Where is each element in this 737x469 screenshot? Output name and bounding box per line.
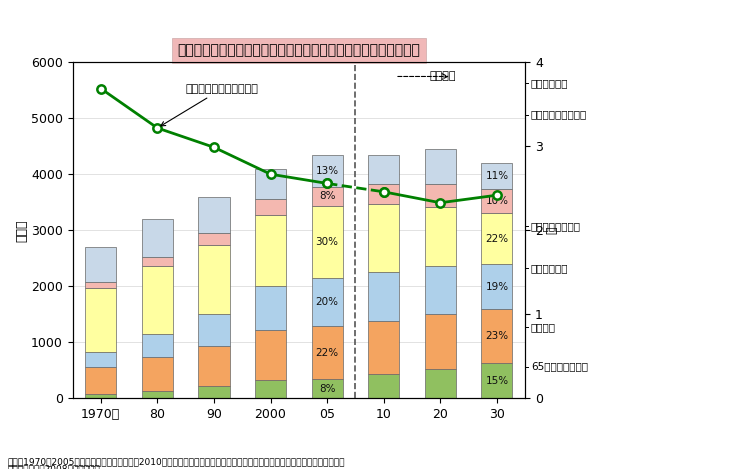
Text: 22%: 22% [486, 234, 509, 243]
Bar [312, 155, 343, 187]
Bar [312, 326, 343, 379]
Text: 平均世帯人員（右目盛）: 平均世帯人員（右目盛） [161, 84, 259, 126]
Bar [142, 391, 173, 399]
Bar [425, 266, 456, 314]
Text: 夫婦と子ども世帯: 夫婦と子ども世帯 [531, 221, 581, 231]
Bar [368, 374, 399, 399]
Bar [368, 204, 399, 272]
Text: 30%: 30% [315, 237, 338, 247]
Bar [255, 380, 286, 399]
Bar [481, 189, 512, 212]
Bar [142, 357, 173, 391]
Title: 図２－６　家族類型別一般世帯数、平均世帯人員の推移と見通し: 図２－６ 家族類型別一般世帯数、平均世帯人員の推移と見通し [178, 43, 420, 57]
Bar [85, 352, 116, 367]
Text: 13%: 13% [315, 166, 339, 176]
Bar [85, 288, 116, 352]
Bar [425, 206, 456, 266]
Bar [142, 266, 173, 334]
Bar [198, 346, 229, 386]
Bar [312, 206, 343, 278]
Bar [198, 245, 229, 314]
Bar [425, 369, 456, 399]
Text: 単身世帯: 単身世帯 [531, 322, 556, 332]
Text: 11%: 11% [486, 171, 509, 181]
Text: 19%: 19% [486, 282, 509, 292]
Text: 20%: 20% [315, 297, 338, 307]
Text: １人親と子ども世帯: １人親と子ども世帯 [531, 110, 587, 120]
Text: 計）」（2008年３月推計）: 計）」（2008年３月推計） [7, 464, 100, 469]
Bar [198, 197, 229, 233]
Text: 22%: 22% [315, 348, 339, 358]
Bar [255, 199, 286, 215]
Bar [481, 363, 512, 399]
Text: その他の世帯: その他の世帯 [531, 78, 568, 89]
Bar [368, 320, 399, 374]
Bar [312, 379, 343, 399]
Bar [425, 184, 456, 206]
Bar [425, 149, 456, 184]
Bar [481, 265, 512, 309]
Text: 夫婦のみ世帯: 夫婦のみ世帯 [531, 263, 568, 273]
Bar [85, 282, 116, 288]
Y-axis label: 万世帯: 万世帯 [15, 219, 28, 242]
Text: 15%: 15% [486, 376, 509, 386]
Bar [255, 169, 286, 199]
Bar [312, 278, 343, 326]
Text: 10%: 10% [486, 196, 509, 206]
Bar [198, 233, 229, 245]
Text: 65歳以上単身世帯: 65歳以上単身世帯 [531, 362, 588, 371]
Text: （推計）: （推計） [429, 71, 455, 82]
Bar [481, 163, 512, 189]
Bar [85, 247, 116, 282]
Y-axis label: 人: 人 [545, 227, 559, 234]
Bar [198, 314, 229, 346]
Bar [368, 184, 399, 204]
Bar [368, 272, 399, 320]
Text: 23%: 23% [486, 331, 509, 341]
Bar [255, 286, 286, 330]
Text: 資料：1970～2005年は総務省「国勢調査」、2010年以降は国立社会保障・人口問題研究所「日本の世帯数の将来推計（全国推: 資料：1970～2005年は総務省「国勢調査」、2010年以降は国立社会保障・人… [7, 457, 345, 466]
Text: 8%: 8% [319, 191, 335, 201]
Text: 8%: 8% [319, 384, 335, 394]
Bar [255, 330, 286, 380]
Bar [312, 187, 343, 206]
Bar [425, 314, 456, 369]
Bar [481, 212, 512, 265]
Bar [85, 367, 116, 394]
Bar [198, 386, 229, 399]
Bar [368, 155, 399, 184]
Bar [255, 215, 286, 286]
Bar [481, 309, 512, 363]
Bar [142, 334, 173, 357]
Bar [142, 219, 173, 257]
Bar [142, 257, 173, 266]
Bar [85, 394, 116, 399]
